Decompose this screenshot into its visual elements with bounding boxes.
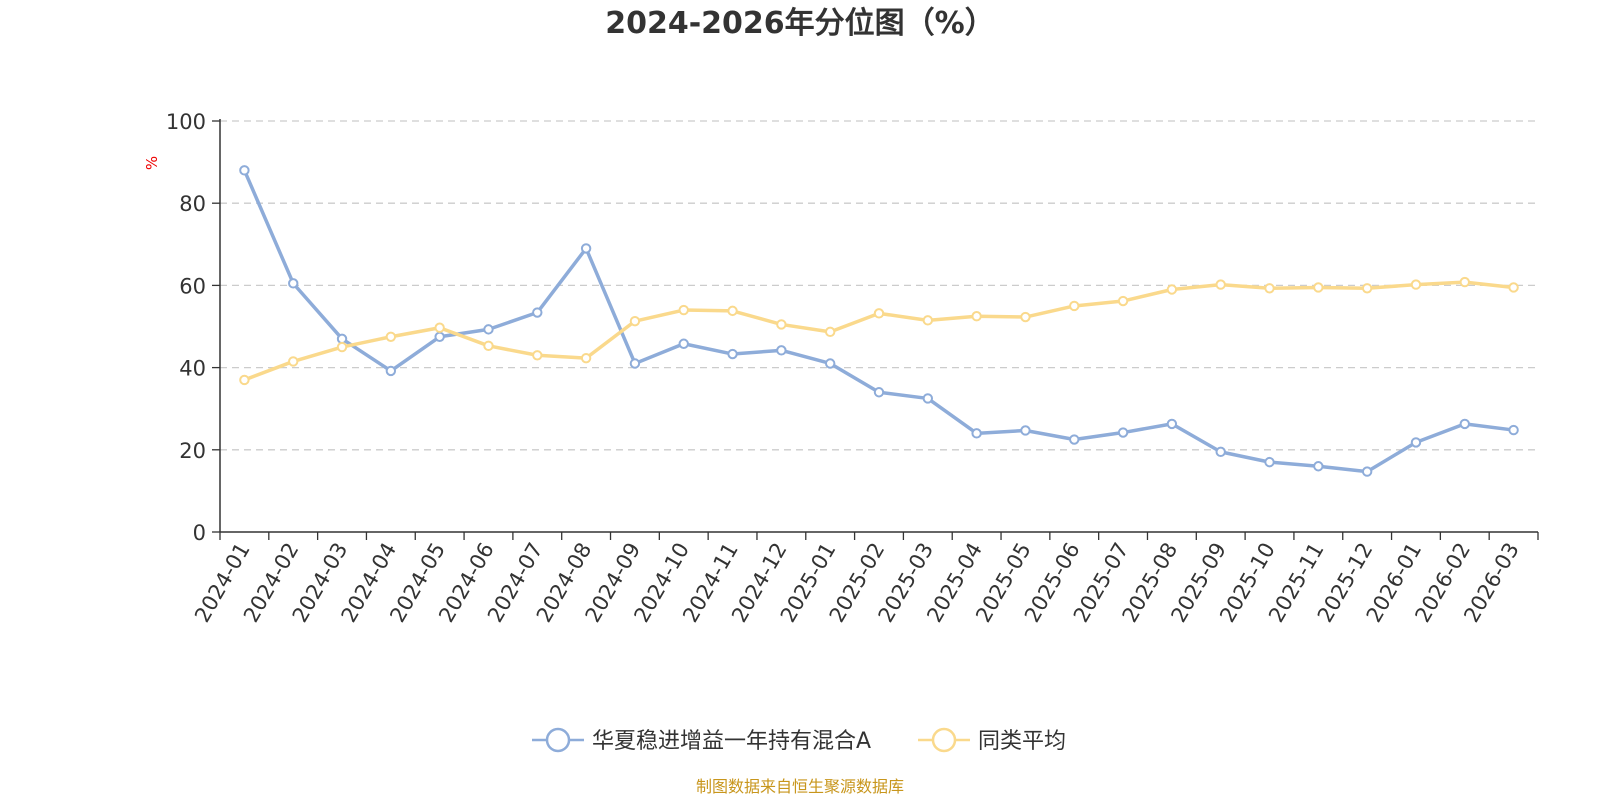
data-point[interactable] [1215,446,1226,458]
data-point[interactable] [336,341,348,353]
data-point[interactable] [1166,284,1178,295]
data-point[interactable] [239,374,250,386]
legend-marker-icon [931,727,957,753]
data-point[interactable] [727,305,738,317]
y-tick-label: 20 [179,439,206,463]
data-point[interactable] [1410,279,1422,290]
data-point[interactable] [483,324,494,335]
legend-item[interactable]: 同类平均 [918,727,1066,754]
data-point[interactable] [776,345,787,356]
data-point[interactable] [1264,456,1275,468]
data-point[interactable] [580,243,592,254]
data-point[interactable] [1020,425,1031,436]
data-point[interactable] [532,350,543,361]
data-point[interactable] [434,331,445,342]
y-tick-label: 80 [179,192,206,216]
data-point[interactable] [483,340,494,352]
y-tick-label: 0 [193,521,206,545]
data-point[interactable] [1459,418,1470,430]
data-point[interactable] [434,322,445,333]
data-point[interactable] [873,387,885,398]
data-point[interactable] [1459,276,1470,288]
data-point[interactable] [1069,434,1080,445]
data-point[interactable] [824,326,836,338]
data-point[interactable] [1117,295,1129,307]
data-point[interactable] [385,331,397,342]
data-point[interactable] [385,365,397,377]
legend-label: 华夏稳进增益一年持有混合A [592,729,871,754]
grid [220,120,1538,451]
data-point[interactable] [1020,311,1031,323]
data-point[interactable] [776,319,787,330]
data-point[interactable] [1361,466,1373,477]
data-point[interactable] [678,338,689,349]
data-point[interactable] [971,311,982,322]
data-point[interactable] [922,315,934,326]
legend-item[interactable]: 华夏稳进增益一年持有混合A [532,727,871,754]
data-point[interactable] [1117,427,1129,438]
y-tick-label: 40 [179,357,206,381]
data-point[interactable] [1264,283,1275,294]
data-point[interactable] [1069,300,1080,312]
data-point[interactable] [1313,282,1324,293]
data-point[interactable] [727,348,738,360]
data-point[interactable] [971,428,982,439]
series-2 [239,276,1519,386]
legend-marker-icon [545,727,571,753]
data-point[interactable] [922,393,934,404]
data-point[interactable] [629,358,641,369]
data-point[interactable] [288,356,299,367]
axes: 0204060801002024-012024-022024-032024-04… [166,110,1539,626]
source-note: 制图数据来自恒生聚源数据库 [696,777,904,796]
data-point[interactable] [629,315,641,327]
data-point[interactable] [1508,282,1519,293]
data-point[interactable] [678,304,689,316]
legend-label: 同类平均 [978,729,1066,754]
data-point[interactable] [1410,437,1422,448]
data-point[interactable] [1166,418,1178,430]
data-point[interactable] [336,333,348,345]
legend[interactable]: 华夏稳进增益一年持有混合A 同类平均 [532,727,1066,754]
data-point[interactable] [1508,424,1519,436]
series-layer [239,165,1519,477]
data-point[interactable] [580,352,592,364]
data-point[interactable] [824,358,836,369]
chart-title: 2024-2026年分位图（%） [605,6,995,41]
y-axis-unit: % [143,156,161,170]
data-point[interactable] [288,278,299,289]
data-point[interactable] [239,165,250,176]
series-line [243,280,1514,382]
y-tick-label: 100 [166,110,206,134]
series-line [242,169,1514,474]
data-point[interactable] [532,307,543,318]
data-point[interactable] [1313,461,1324,472]
data-point[interactable] [873,308,885,319]
data-point[interactable] [1215,279,1226,290]
y-tick-label: 60 [179,274,206,298]
data-point[interactable] [1361,283,1373,294]
series-1 [239,165,1519,477]
